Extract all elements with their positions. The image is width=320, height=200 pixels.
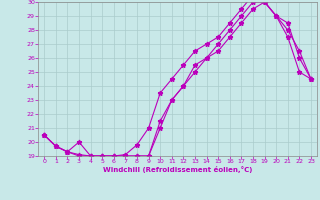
X-axis label: Windchill (Refroidissement éolien,°C): Windchill (Refroidissement éolien,°C) bbox=[103, 166, 252, 173]
